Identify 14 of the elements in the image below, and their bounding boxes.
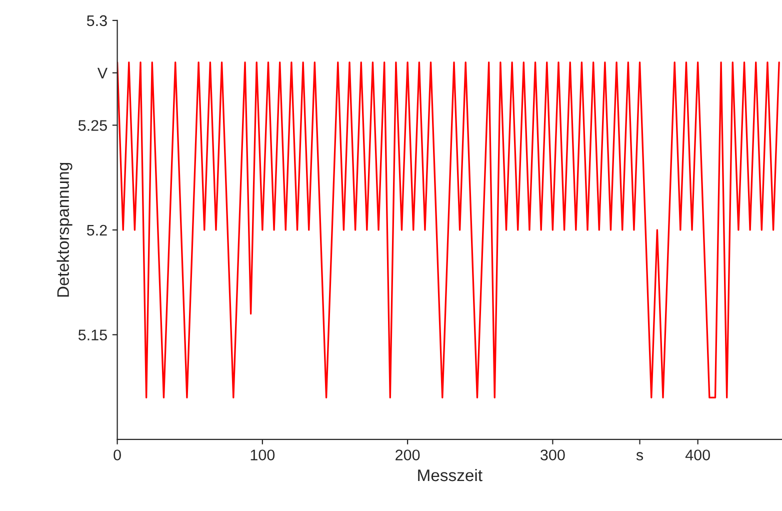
y-tick-label: 5.2	[86, 224, 107, 236]
y-tick-label: 5.3	[86, 15, 107, 26]
y-tick-label: V	[97, 68, 108, 78]
x-tick-label: 100	[250, 450, 275, 460]
x-tick-label: 300	[540, 450, 565, 460]
x-tick-label: 200	[396, 450, 420, 460]
x-tick-label: 400	[685, 450, 710, 460]
x-tick-label: s	[636, 452, 644, 460]
y-axis-title: Detektorspannung	[56, 162, 72, 297]
x-axis-title: Messzeit	[418, 468, 482, 482]
x-tick-label: 0	[114, 450, 121, 460]
y-tick-label: 5.15	[78, 330, 107, 340]
y-tick-label: 5.25	[78, 120, 107, 131]
line-series	[117, 62, 780, 398]
